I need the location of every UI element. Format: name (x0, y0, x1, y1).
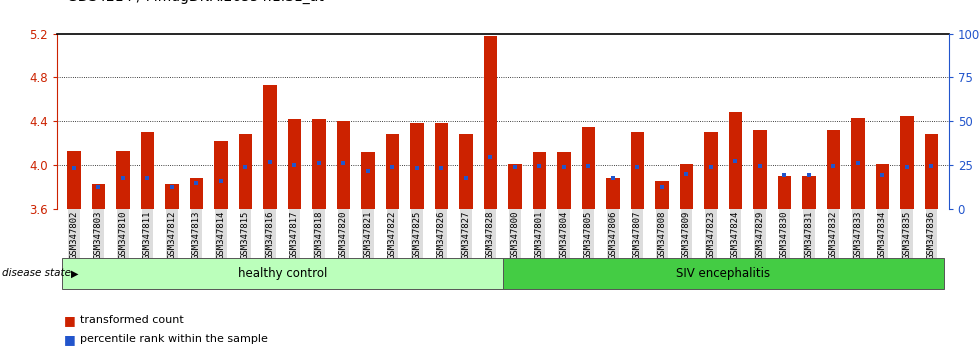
Bar (141, 132, 154, 209)
Bar (705, 132, 717, 209)
Bar (729, 113, 742, 209)
Bar (411, 124, 423, 209)
Bar (313, 119, 325, 209)
Bar (509, 164, 521, 209)
Bar (435, 124, 448, 209)
Bar (656, 182, 668, 209)
Bar (558, 152, 570, 209)
Bar (754, 130, 766, 209)
Bar (239, 135, 252, 209)
Bar (607, 178, 619, 209)
Text: ■: ■ (64, 333, 75, 346)
Bar (631, 132, 644, 209)
Bar (386, 135, 399, 209)
Bar (680, 164, 693, 209)
Bar (68, 151, 80, 209)
Bar (876, 164, 889, 209)
Bar (460, 135, 472, 209)
Text: percentile rank within the sample: percentile rank within the sample (80, 334, 269, 344)
Text: ■: ■ (64, 314, 75, 327)
Bar (533, 152, 546, 209)
Text: SIV encephalitis: SIV encephalitis (676, 267, 770, 280)
Bar (852, 118, 864, 209)
Bar (925, 135, 938, 209)
Bar (166, 184, 178, 209)
Text: GDS4214 / MmugDNA.26554.1.S1_at: GDS4214 / MmugDNA.26554.1.S1_at (67, 0, 323, 4)
Bar (190, 178, 203, 209)
Bar (582, 127, 595, 209)
Bar (117, 151, 129, 209)
Bar (827, 130, 840, 209)
Text: healthy control: healthy control (237, 267, 327, 280)
Bar (215, 141, 227, 209)
Text: ▶: ▶ (71, 268, 78, 279)
Text: transformed count: transformed count (80, 315, 184, 325)
Bar (264, 85, 276, 209)
Bar (484, 36, 497, 209)
Text: disease state: disease state (2, 268, 71, 279)
Bar (901, 116, 913, 209)
Bar (362, 152, 374, 209)
Bar (337, 121, 350, 209)
Bar (803, 176, 815, 209)
Bar (778, 176, 791, 209)
Bar (92, 184, 105, 209)
Bar (288, 119, 301, 209)
